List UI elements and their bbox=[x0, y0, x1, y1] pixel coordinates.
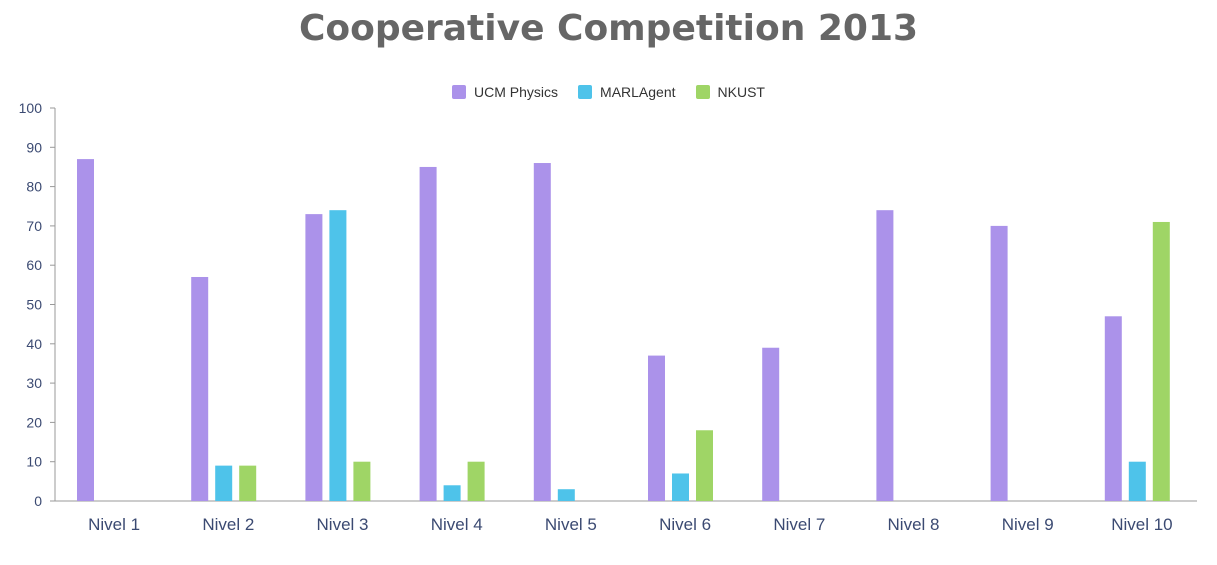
bar-ucm-physics-nivel-3[interactable] bbox=[305, 214, 323, 502]
bar-nkust-nivel-4[interactable] bbox=[467, 461, 485, 501]
y-tick-label: 10 bbox=[26, 454, 42, 470]
bar-ucm-physics-nivel-4[interactable] bbox=[419, 166, 437, 501]
y-axis: 0 10 20 30 40 50 60 70 80 90 100 bbox=[19, 100, 55, 509]
bar-marlagent-nivel-10[interactable] bbox=[1128, 461, 1146, 501]
x-tick-label: Nivel 3 bbox=[317, 515, 369, 534]
y-tick-label: 0 bbox=[34, 493, 42, 509]
y-tick-label: 30 bbox=[26, 375, 42, 391]
legend-item-nkust[interactable]: NKUST bbox=[695, 84, 765, 100]
legend-label-nkust: NKUST bbox=[717, 84, 765, 100]
x-tick-label: Nivel 2 bbox=[202, 515, 254, 534]
bar-marlagent-nivel-6[interactable] bbox=[672, 473, 689, 501]
x-tick-label: Nivel 9 bbox=[1002, 515, 1054, 534]
bar-marlagent-nivel-2[interactable] bbox=[215, 465, 233, 501]
bar-ucm-physics-nivel-9[interactable] bbox=[990, 225, 1008, 501]
legend-item-ucm-physics[interactable]: UCM Physics bbox=[452, 84, 558, 100]
bar-ucm-physics-nivel-1[interactable] bbox=[77, 159, 94, 501]
bar-ucm-physics-nivel-2[interactable] bbox=[191, 276, 209, 501]
y-tick-label: 40 bbox=[26, 336, 42, 352]
bar-ucm-physics-nivel-5[interactable] bbox=[533, 163, 551, 501]
y-tick-label: 70 bbox=[26, 218, 42, 234]
bar-nkust-nivel-10[interactable] bbox=[1152, 221, 1170, 501]
x-tick-label: Nivel 10 bbox=[1111, 515, 1172, 534]
x-tick-label: Nivel 5 bbox=[545, 515, 597, 534]
x-axis: Nivel 1 Nivel 2 Nivel 3 Nivel 4 Nivel 5 Nivel… bbox=[88, 515, 1172, 534]
legend-swatch-marlagent bbox=[578, 85, 593, 99]
y-tick-label: 80 bbox=[26, 179, 42, 195]
bar-marlagent-nivel-3[interactable] bbox=[329, 210, 347, 501]
y-tick-label: 50 bbox=[26, 297, 42, 313]
x-tick-label: Nivel 8 bbox=[888, 515, 940, 534]
bar-nkust-nivel-2[interactable] bbox=[239, 465, 257, 501]
y-tick-label: 20 bbox=[26, 414, 42, 430]
y-tick-label: 60 bbox=[26, 257, 42, 273]
x-tick-label: Nivel 7 bbox=[773, 515, 825, 534]
legend-label-ucm-physics: UCM Physics bbox=[474, 84, 559, 100]
chart-title: Cooperative Competition 2013 bbox=[298, 8, 919, 49]
x-tick-label: Nivel 6 bbox=[659, 515, 711, 534]
legend-swatch-nkust bbox=[695, 85, 710, 99]
bar-ucm-physics-nivel-10[interactable] bbox=[1104, 316, 1122, 501]
bar-nkust-nivel-6[interactable] bbox=[696, 430, 713, 501]
bar-marlagent-nivel-4[interactable] bbox=[443, 485, 461, 501]
legend: UCM Physics MARLAgent NKUST bbox=[0, 84, 1217, 100]
x-tick-label: Nivel 1 bbox=[88, 515, 140, 534]
legend-swatch-ucm-physics bbox=[452, 85, 467, 99]
x-tick-label: Nivel 4 bbox=[431, 515, 483, 534]
bar-ucm-physics-nivel-8[interactable] bbox=[876, 210, 894, 501]
y-tick-label: 100 bbox=[19, 100, 43, 116]
bar-ucm-physics-nivel-6[interactable] bbox=[648, 355, 665, 501]
y-tick-label: 90 bbox=[26, 139, 42, 155]
legend-item-marlagent[interactable]: MARLAgent bbox=[578, 84, 676, 100]
bar-ucm-physics-nivel-7[interactable] bbox=[762, 347, 780, 501]
bar-marlagent-nivel-5[interactable] bbox=[557, 489, 575, 501]
bar-nkust-nivel-3[interactable] bbox=[353, 461, 371, 501]
legend-label-marlagent: MARLAgent bbox=[600, 84, 676, 100]
bars-group bbox=[77, 159, 1170, 502]
